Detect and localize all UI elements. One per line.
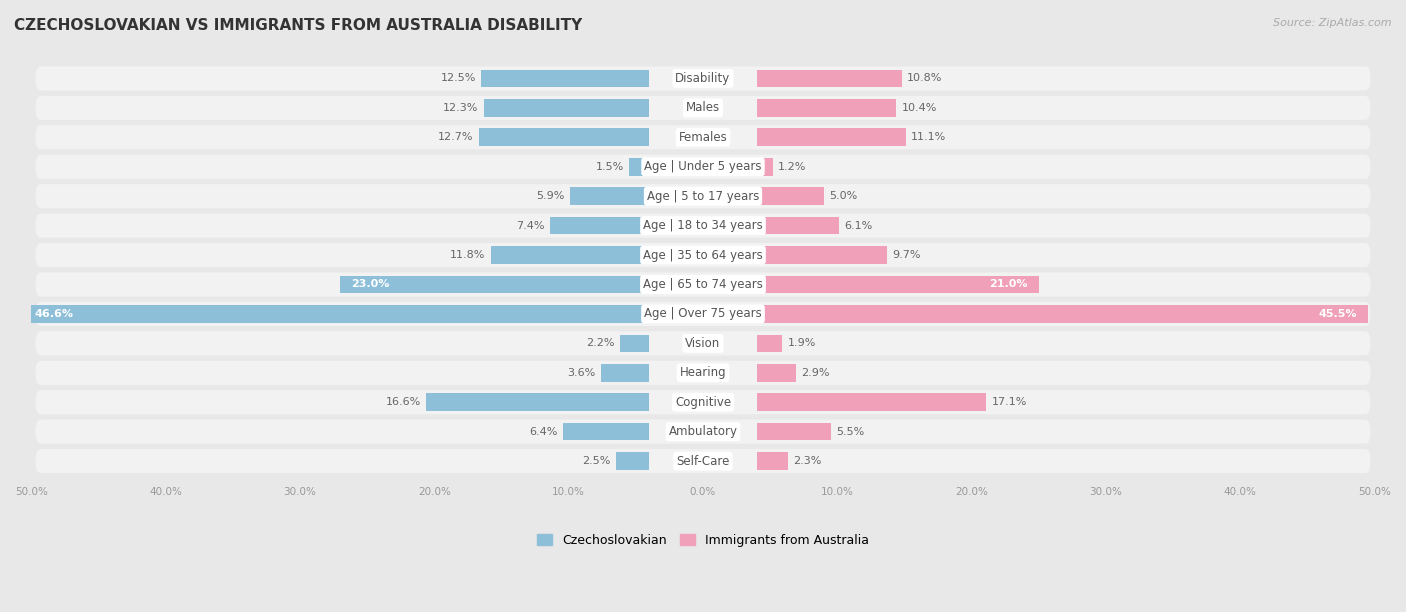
Text: 16.6%: 16.6% <box>385 397 420 407</box>
Text: 45.5%: 45.5% <box>1319 309 1357 319</box>
Text: 17.1%: 17.1% <box>991 397 1028 407</box>
Text: 46.6%: 46.6% <box>34 309 73 319</box>
Text: 11.1%: 11.1% <box>911 132 946 143</box>
Text: 5.0%: 5.0% <box>830 191 858 201</box>
Bar <box>756 452 787 470</box>
Text: 1.2%: 1.2% <box>778 162 807 172</box>
Bar <box>426 394 650 411</box>
Bar <box>491 246 650 264</box>
Bar <box>756 158 773 176</box>
Text: 2.5%: 2.5% <box>582 456 610 466</box>
Text: 1.5%: 1.5% <box>596 162 624 172</box>
Bar <box>756 217 838 234</box>
Text: Females: Females <box>679 131 727 144</box>
Text: Age | Over 75 years: Age | Over 75 years <box>644 307 762 321</box>
Text: Vision: Vision <box>685 337 721 350</box>
Text: 5.5%: 5.5% <box>837 427 865 437</box>
Text: Age | 18 to 34 years: Age | 18 to 34 years <box>643 219 763 232</box>
Text: 10.4%: 10.4% <box>901 103 938 113</box>
Text: 10.8%: 10.8% <box>907 73 942 83</box>
FancyBboxPatch shape <box>35 66 1371 91</box>
Text: Source: ZipAtlas.com: Source: ZipAtlas.com <box>1274 18 1392 28</box>
Text: 12.5%: 12.5% <box>440 73 477 83</box>
Bar <box>628 158 650 176</box>
FancyBboxPatch shape <box>35 360 1371 385</box>
Bar <box>564 423 650 441</box>
Text: 2.2%: 2.2% <box>586 338 614 348</box>
FancyBboxPatch shape <box>35 272 1371 297</box>
Bar <box>756 335 782 352</box>
Bar <box>756 423 831 441</box>
Text: Age | Under 5 years: Age | Under 5 years <box>644 160 762 173</box>
FancyBboxPatch shape <box>35 331 1371 356</box>
Bar <box>600 364 650 382</box>
Bar <box>340 275 650 293</box>
FancyBboxPatch shape <box>35 155 1371 179</box>
Text: Hearing: Hearing <box>679 367 727 379</box>
Bar <box>478 129 650 146</box>
Text: 7.4%: 7.4% <box>516 220 544 231</box>
Bar <box>569 187 650 205</box>
Text: 23.0%: 23.0% <box>352 280 389 289</box>
Text: 21.0%: 21.0% <box>990 280 1028 289</box>
FancyBboxPatch shape <box>35 184 1371 208</box>
Bar <box>24 305 650 323</box>
Bar <box>484 99 650 117</box>
Text: 6.1%: 6.1% <box>844 220 872 231</box>
Text: Age | 5 to 17 years: Age | 5 to 17 years <box>647 190 759 203</box>
Text: Disability: Disability <box>675 72 731 85</box>
FancyBboxPatch shape <box>35 96 1371 120</box>
Text: 1.9%: 1.9% <box>787 338 815 348</box>
Text: 2.9%: 2.9% <box>801 368 830 378</box>
Bar <box>756 364 796 382</box>
FancyBboxPatch shape <box>35 420 1371 444</box>
Text: 2.3%: 2.3% <box>793 456 821 466</box>
Text: Cognitive: Cognitive <box>675 396 731 409</box>
Bar <box>756 275 1039 293</box>
FancyBboxPatch shape <box>35 243 1371 267</box>
FancyBboxPatch shape <box>35 125 1371 149</box>
FancyBboxPatch shape <box>35 390 1371 414</box>
Bar <box>756 394 987 411</box>
Bar <box>481 70 650 88</box>
Bar <box>620 335 650 352</box>
FancyBboxPatch shape <box>35 302 1371 326</box>
Bar <box>756 305 1368 323</box>
Bar <box>756 99 897 117</box>
Text: Ambulatory: Ambulatory <box>668 425 738 438</box>
Legend: Czechoslovakian, Immigrants from Australia: Czechoslovakian, Immigrants from Austral… <box>533 529 873 552</box>
Text: 12.7%: 12.7% <box>437 132 474 143</box>
Text: Age | 35 to 64 years: Age | 35 to 64 years <box>643 248 763 261</box>
Text: CZECHOSLOVAKIAN VS IMMIGRANTS FROM AUSTRALIA DISABILITY: CZECHOSLOVAKIAN VS IMMIGRANTS FROM AUSTR… <box>14 18 582 34</box>
Bar <box>550 217 650 234</box>
Text: 11.8%: 11.8% <box>450 250 485 260</box>
Text: Males: Males <box>686 102 720 114</box>
Bar <box>756 246 887 264</box>
Text: Age | 65 to 74 years: Age | 65 to 74 years <box>643 278 763 291</box>
Bar <box>756 70 901 88</box>
Text: 6.4%: 6.4% <box>530 427 558 437</box>
Text: Self-Care: Self-Care <box>676 455 730 468</box>
Bar <box>756 129 905 146</box>
FancyBboxPatch shape <box>35 449 1371 473</box>
Text: 3.6%: 3.6% <box>567 368 596 378</box>
Text: 5.9%: 5.9% <box>536 191 565 201</box>
Bar <box>616 452 650 470</box>
FancyBboxPatch shape <box>35 214 1371 237</box>
Text: 12.3%: 12.3% <box>443 103 478 113</box>
Bar <box>756 187 824 205</box>
Text: 9.7%: 9.7% <box>893 250 921 260</box>
